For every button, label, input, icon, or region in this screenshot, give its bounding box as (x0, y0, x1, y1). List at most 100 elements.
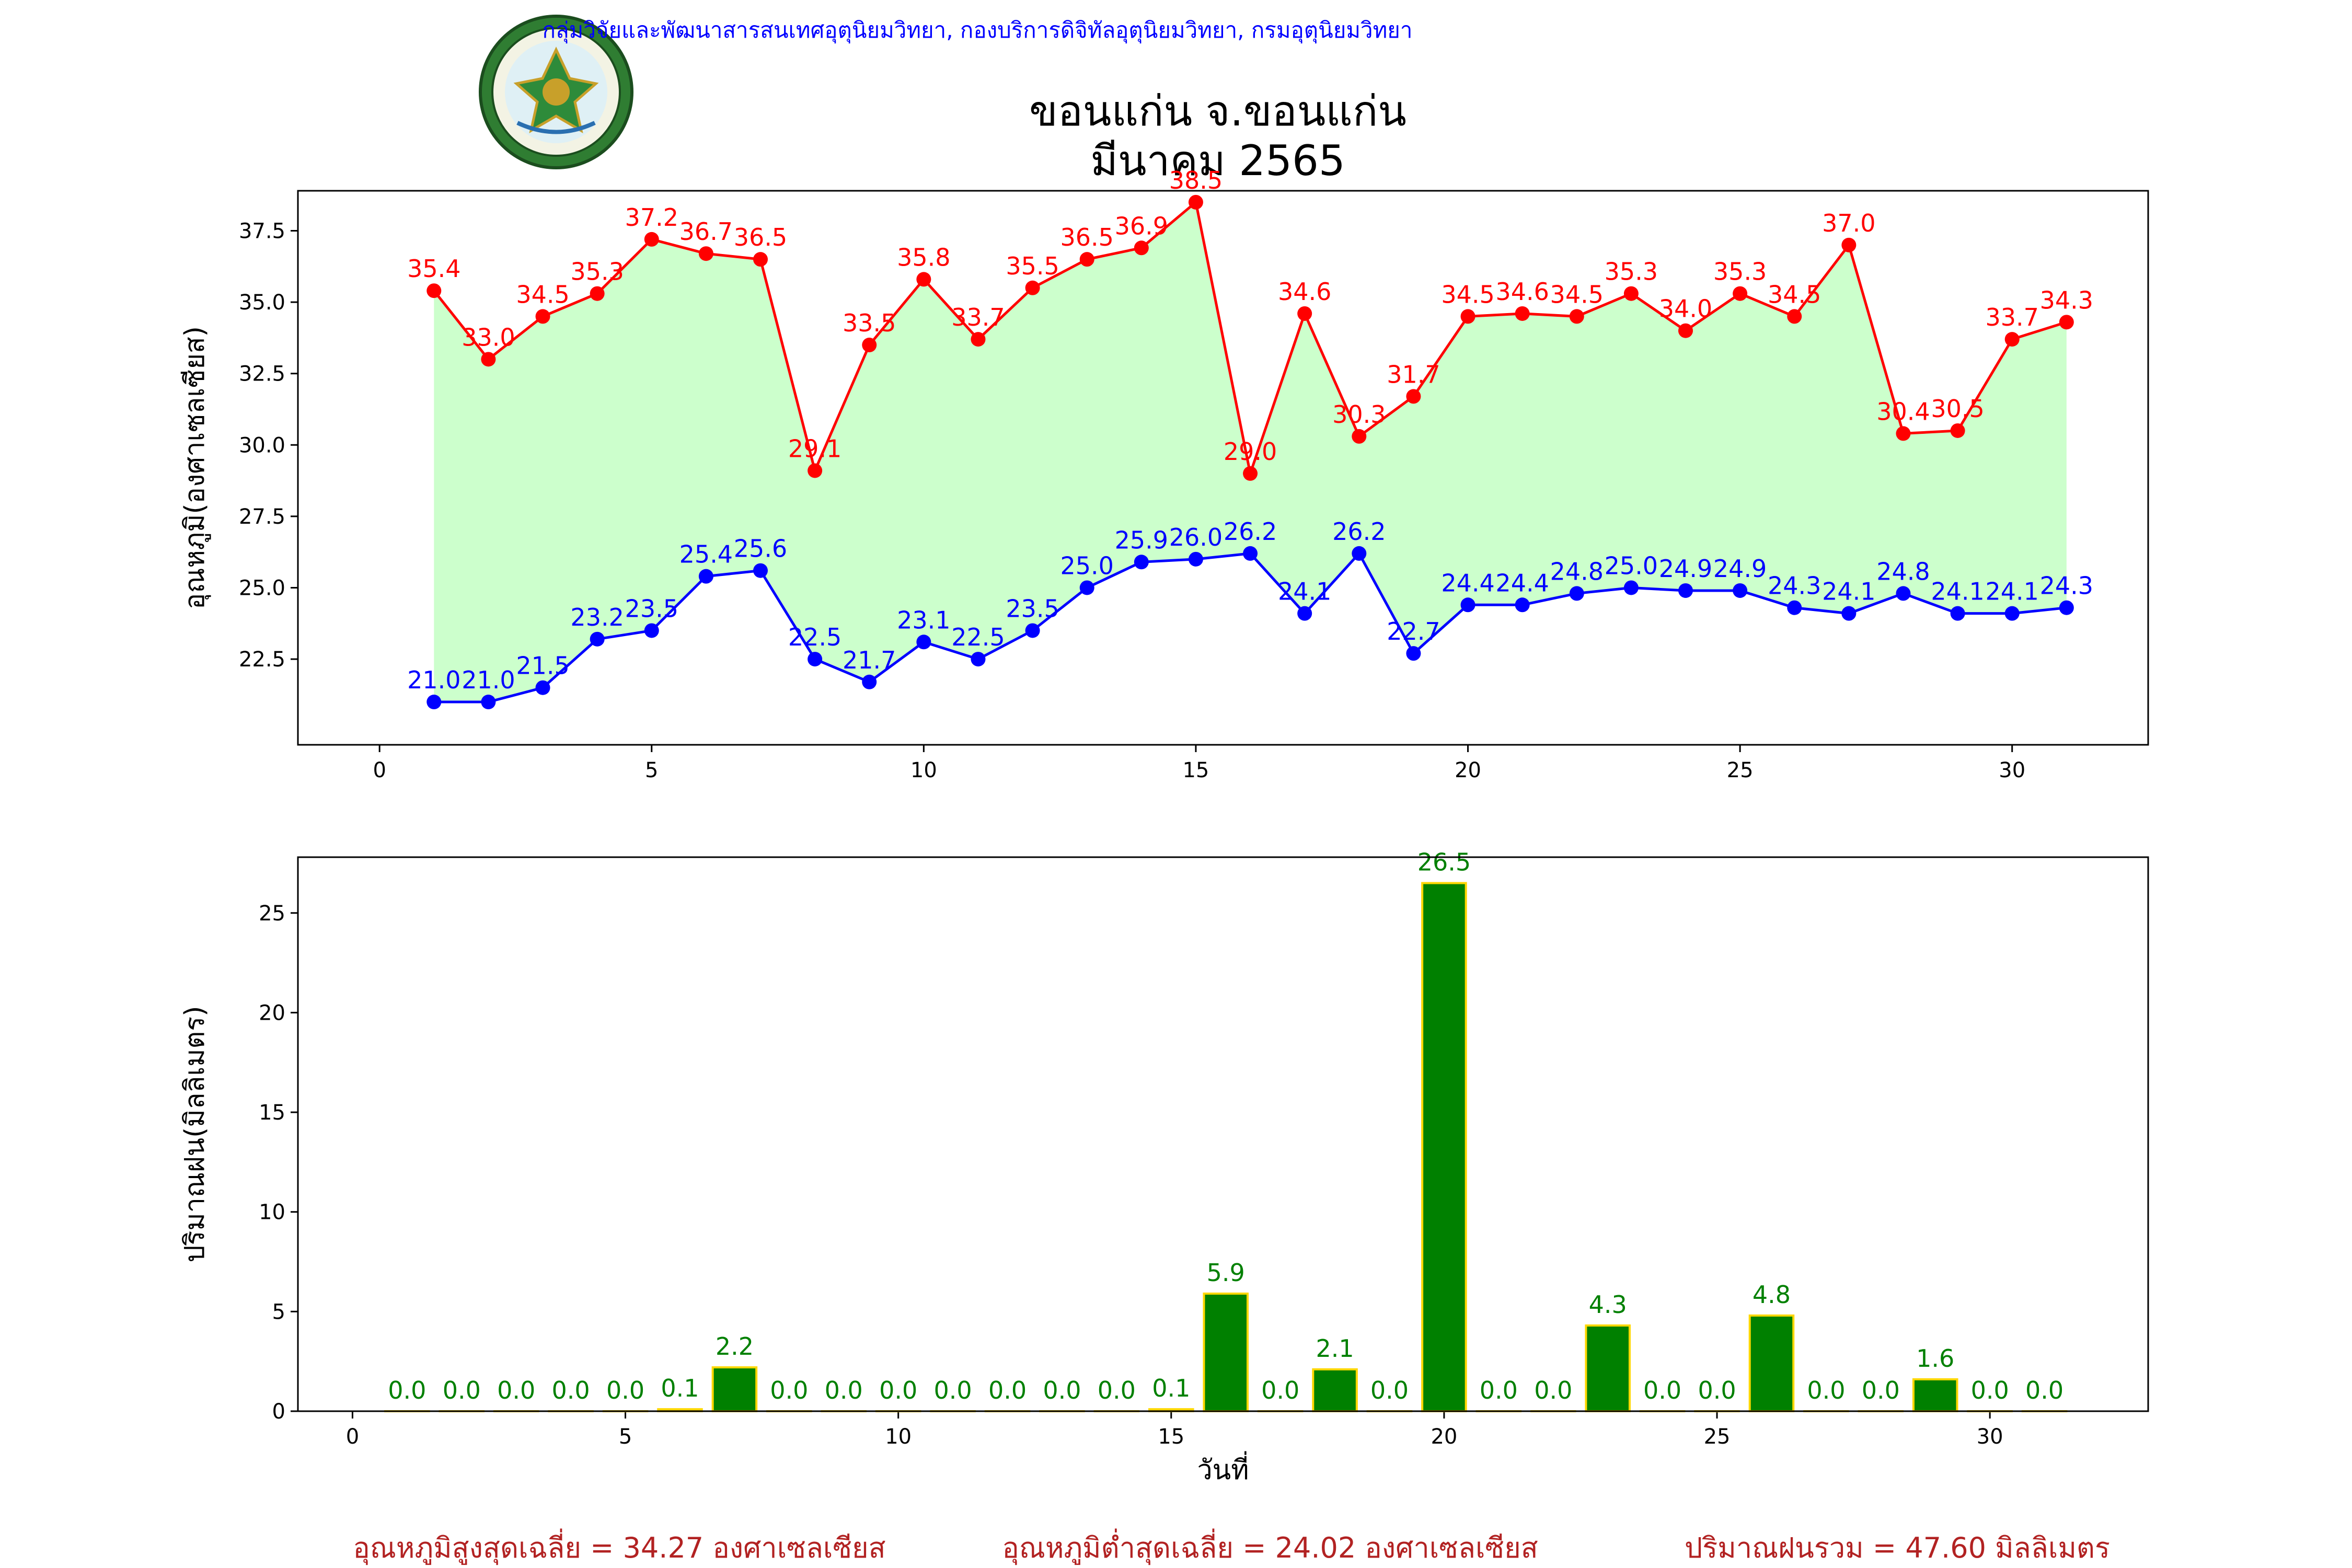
max-temperature-data-label: 34.5 (1768, 280, 1821, 308)
max-temperature-data-label: 33.7 (1985, 303, 2038, 331)
max-temperature-point (535, 309, 550, 324)
max-temperature-point (808, 463, 823, 478)
min-temperature-data-label: 24.3 (2040, 572, 2093, 600)
max-temperature-data-label: 33.0 (462, 323, 515, 351)
rain-data-label: 0.0 (552, 1376, 590, 1404)
rainfall-chart: 0 5 10 15 20 25 30 0 5 10 15 20 25 ปริมาณฝน(มิลลิเมตร… (179, 848, 2149, 1486)
max-temperature-data-label: 30.4 (1876, 397, 1930, 425)
max-temperature-data-label: 36.7 (679, 217, 733, 246)
min-temperature-point (916, 635, 931, 650)
rain-bar (1748, 1314, 1795, 1413)
day-axis-label: วันที่ (1197, 1451, 1249, 1486)
rainfall-axis-label: ปริมาณฝน(มิลลิเมตร) (179, 1006, 211, 1262)
max-temperature-data-label: 36.5 (1060, 223, 1113, 251)
y-tick-label: 37.5 (239, 219, 285, 243)
y-tick-label: 25 (259, 902, 285, 926)
max-temperature-point (1188, 194, 1203, 210)
rain-data-label: 0.0 (1807, 1376, 1845, 1404)
rain-bar (1421, 882, 1467, 1412)
temperature-chart: 0 5 10 15 20 25 30 22.5 25.0 27.5 30.0 32.5 35.0 37.5… (179, 166, 2149, 782)
rain-data-label: 0.0 (988, 1376, 1027, 1404)
rain-data-label: 0.0 (1098, 1376, 1136, 1404)
min-temperature-point (808, 652, 823, 667)
rain-data-label: 0.1 (1152, 1374, 1190, 1402)
x-tick-label: 20 (1455, 758, 1481, 782)
min-temperature-point (1188, 551, 1203, 567)
max-temperature-point (481, 352, 496, 367)
rain-data-label: 0.0 (497, 1376, 535, 1404)
max-temperature-data-label: 37.2 (625, 203, 678, 232)
max-temperature-data-label: 33.7 (951, 303, 1005, 331)
rain-bar (1585, 1324, 1631, 1413)
min-temperature-data-label: 21.5 (516, 652, 569, 680)
x-tick-label: 10 (910, 758, 937, 782)
max-temperature-data-label: 36.5 (734, 223, 787, 251)
rain-bar (1203, 1293, 1249, 1412)
max-temperature-point (1406, 389, 1421, 404)
max-temperature-point (1460, 309, 1475, 324)
max-temperature-point (590, 286, 605, 301)
y-tick-label: 5 (272, 1300, 285, 1324)
max-temperature-point (2004, 332, 2020, 347)
min-temperature-data-label: 25.6 (734, 535, 787, 563)
max-temperature-point (1787, 309, 1802, 324)
max-temperature-point (753, 252, 768, 267)
max-temperature-data-label: 35.3 (1713, 258, 1767, 286)
rain-data-label: 1.6 (1916, 1344, 1954, 1373)
rain-data-label: 4.8 (1753, 1281, 1791, 1309)
min-temperature-data-label: 24.1 (1931, 578, 1984, 606)
min-temperature-point (862, 674, 877, 689)
min-temperature-data-label: 23.1 (897, 606, 950, 634)
min-temperature-data-label: 24.9 (1713, 555, 1767, 583)
rain-data-label: 4.3 (1589, 1290, 1627, 1319)
min-temperature-point (1297, 606, 1312, 621)
min-temperature-point (426, 695, 442, 710)
rain-data-label: 0.0 (1971, 1376, 2009, 1404)
min-temperature-point (1841, 606, 1857, 621)
chart-title-month: มีนาคม 2565 (1090, 136, 1345, 185)
rain-data-label: 0.0 (2025, 1376, 2063, 1404)
min-temperature-point (1079, 580, 1094, 595)
min-temperature-data-label: 24.1 (1822, 578, 1875, 606)
x-tick-label: 30 (1977, 1425, 2003, 1449)
max-temperature-point (1352, 429, 1367, 444)
min-temperature-point (590, 631, 605, 647)
rain-data-label: 0.0 (1698, 1376, 1736, 1404)
max-temperature-data-label: 30.3 (1332, 400, 1386, 429)
rain-data-label: 0.0 (934, 1376, 972, 1404)
min-temperature-data-label: 23.5 (1006, 594, 1059, 622)
max-temperature-point (1243, 466, 1258, 481)
min-temperature-point (1733, 583, 1748, 598)
max-temperature-point (862, 338, 877, 353)
min-temperature-data-label: 24.4 (1441, 569, 1494, 597)
min-temperature-data-label: 25.0 (1605, 551, 1658, 580)
max-temperature-point (1623, 286, 1639, 301)
min-temperature-data-label: 26.2 (1332, 517, 1386, 546)
max-temperature-data-label: 29.0 (1224, 437, 1277, 466)
min-temperature-point (1243, 546, 1258, 561)
max-temperature-point (1297, 306, 1312, 321)
max-temperature-point (1841, 237, 1857, 252)
min-temperature-data-label: 26.0 (1169, 523, 1223, 551)
rain-data-label: 0.0 (1261, 1376, 1299, 1404)
temperature-plot-frame (297, 190, 2149, 746)
max-temperature-point (1569, 309, 1584, 324)
max-temperature-data-label: 30.5 (1931, 395, 1984, 423)
min-temperature-point (1515, 597, 1530, 613)
y-tick-label: 27.5 (239, 505, 285, 529)
rain-data-label: 26.5 (1417, 848, 1471, 877)
max-temperature-data-label: 35.3 (1605, 258, 1658, 286)
min-temperature-point (535, 680, 550, 695)
y-tick-label: 15 (259, 1101, 285, 1125)
min-temperature-point (1678, 583, 1693, 598)
rain-data-label: 0.0 (879, 1376, 917, 1404)
min-temperature-point (1569, 586, 1584, 601)
min-temperature-data-label: 22.5 (951, 623, 1005, 651)
min-temperature-data-label: 25.9 (1115, 526, 1168, 554)
min-temperature-point (753, 563, 768, 578)
meteorological-department-seal-icon (479, 15, 633, 169)
temperature-range-fill (434, 202, 2067, 702)
rain-data-label: 0.0 (1862, 1376, 1900, 1404)
x-tick-label: 5 (619, 1425, 632, 1449)
rain-data-label: 0.0 (1480, 1376, 1518, 1404)
